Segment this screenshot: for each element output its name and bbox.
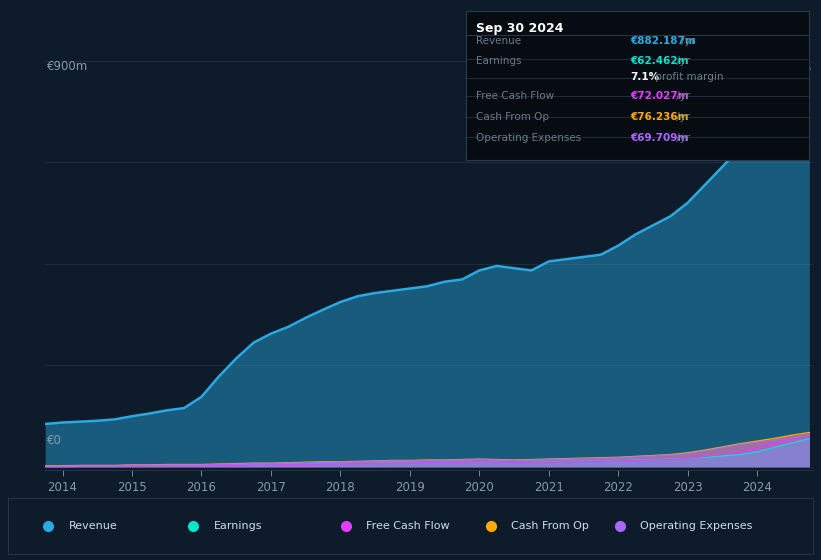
- Text: Revenue: Revenue: [476, 36, 521, 46]
- Text: Operating Expenses: Operating Expenses: [640, 521, 752, 531]
- Text: Revenue: Revenue: [69, 521, 117, 531]
- Text: /yr: /yr: [672, 133, 690, 143]
- Text: /yr: /yr: [678, 36, 695, 46]
- Text: Sep 30 2024: Sep 30 2024: [476, 22, 563, 35]
- Text: Earnings: Earnings: [476, 56, 521, 66]
- Text: €882.187m: €882.187m: [631, 36, 696, 46]
- Text: 7.1%: 7.1%: [631, 72, 659, 82]
- Text: €76.236m: €76.236m: [631, 112, 689, 122]
- Text: /yr: /yr: [672, 112, 690, 122]
- Text: €900m: €900m: [48, 60, 89, 73]
- Text: €62.462m: €62.462m: [631, 56, 689, 66]
- Text: Free Cash Flow: Free Cash Flow: [366, 521, 450, 531]
- Text: €0: €0: [48, 434, 62, 447]
- Text: Cash From Op: Cash From Op: [511, 521, 589, 531]
- Text: Cash From Op: Cash From Op: [476, 112, 548, 122]
- Text: Operating Expenses: Operating Expenses: [476, 133, 581, 143]
- Text: Earnings: Earnings: [213, 521, 262, 531]
- Text: profit margin: profit margin: [652, 72, 723, 82]
- Text: €69.709m: €69.709m: [631, 133, 689, 143]
- Text: /yr: /yr: [672, 56, 690, 66]
- Text: Free Cash Flow: Free Cash Flow: [476, 91, 554, 101]
- Text: /yr: /yr: [672, 91, 690, 101]
- Text: €72.027m: €72.027m: [631, 91, 689, 101]
